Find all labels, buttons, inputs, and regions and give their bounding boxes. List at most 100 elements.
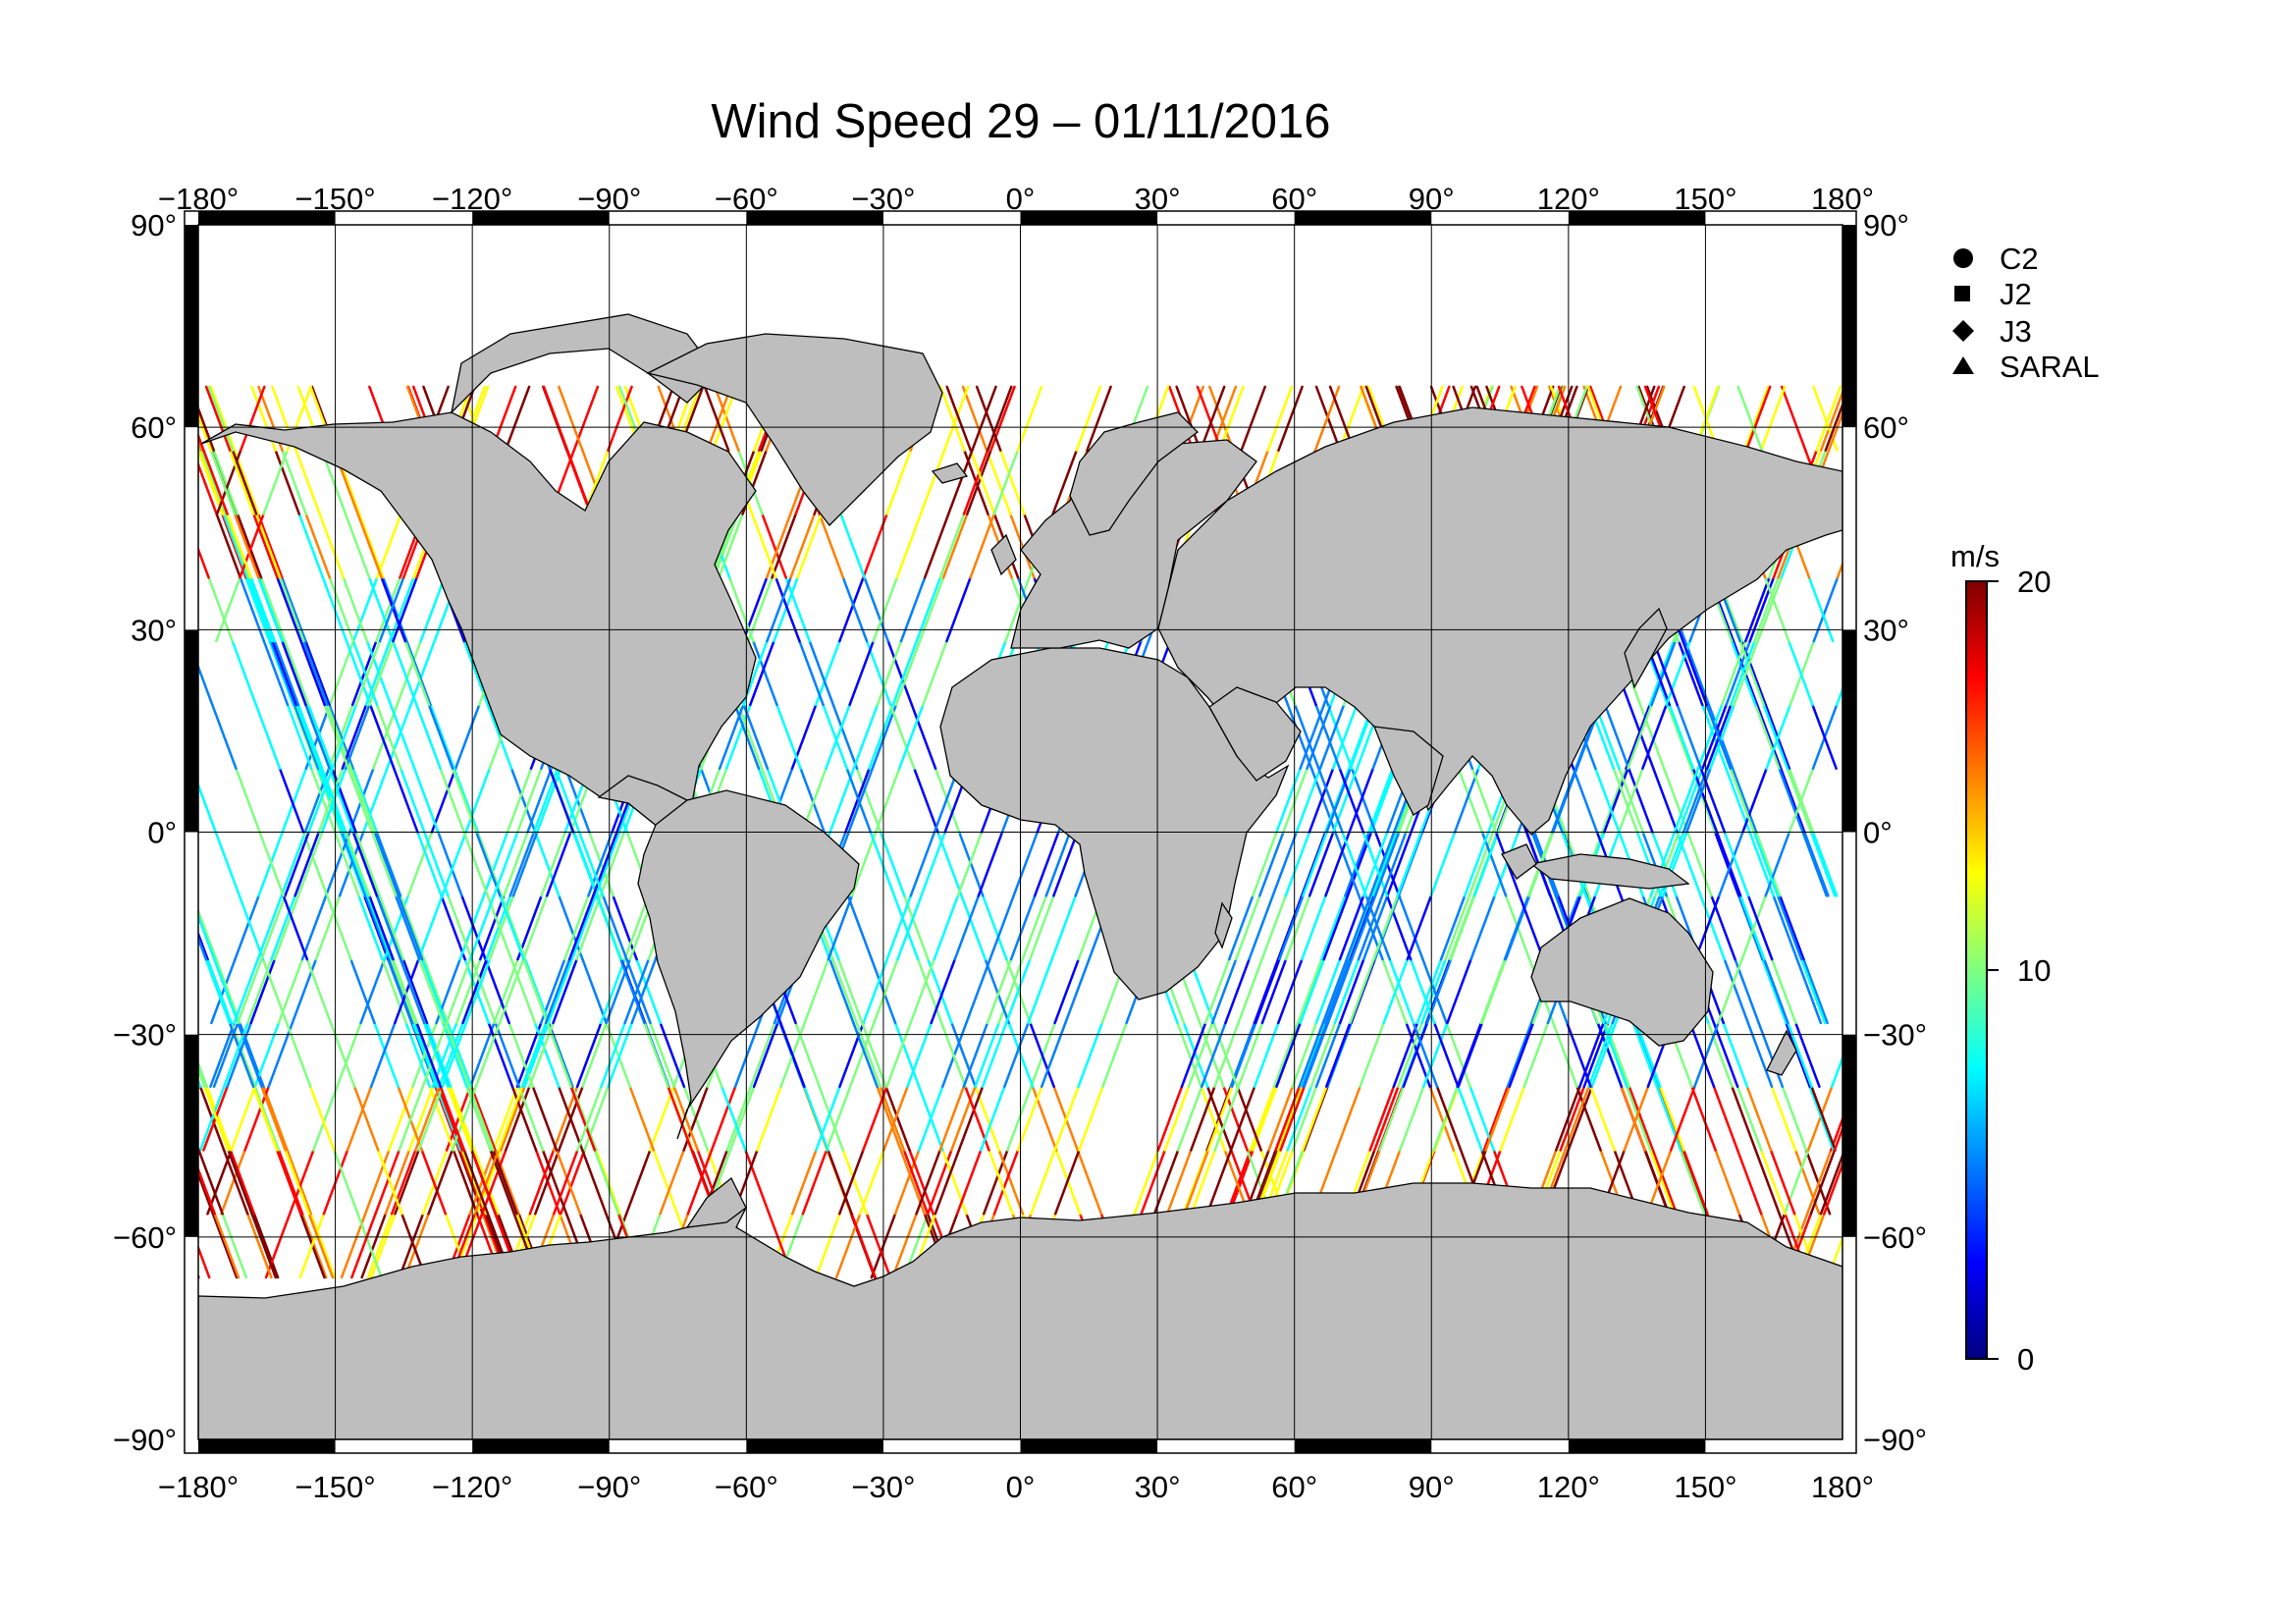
- track-segment: [1345, 894, 1372, 961]
- track-segment: [464, 957, 492, 1025]
- india: [1372, 726, 1444, 816]
- track-segment: [1333, 957, 1361, 1025]
- track-segment: [286, 1149, 313, 1216]
- track-segment: [542, 385, 569, 452]
- track-segment: [239, 576, 266, 643]
- track-segment: [468, 1085, 495, 1152]
- track-segment: [284, 1149, 311, 1216]
- track-segment: [825, 1085, 852, 1152]
- track-segment: [1210, 957, 1238, 1025]
- track-segment: [798, 639, 825, 707]
- track-segment: [1763, 576, 1790, 643]
- track-segment: [1050, 894, 1077, 961]
- track-segment: [1745, 1085, 1773, 1152]
- track-segment: [228, 449, 255, 515]
- track-segment: [577, 831, 605, 897]
- track-segment: [1756, 576, 1784, 643]
- track-segment: [957, 1085, 985, 1152]
- track-segment: [388, 1085, 414, 1152]
- track-segment: [850, 831, 878, 897]
- track-segment: [1075, 385, 1102, 452]
- track-segment: [230, 1021, 257, 1088]
- track-segment: [1249, 1085, 1276, 1152]
- track-segment: [649, 1085, 675, 1152]
- track-segment: [1836, 561, 1842, 579]
- track-segment: [1620, 1085, 1647, 1152]
- triangle-marker-icon: [1952, 356, 1974, 374]
- track-segment: [941, 1149, 968, 1216]
- track-segment: [444, 1021, 471, 1088]
- track-segment: [1733, 639, 1759, 707]
- track-segment: [1190, 1149, 1216, 1216]
- track-segment: [1180, 1021, 1207, 1088]
- frame-segment: [185, 1034, 198, 1237]
- frame-segment: [1020, 211, 1158, 225]
- track-segment: [1254, 957, 1281, 1025]
- track-segment: [215, 957, 241, 1025]
- track-segment: [885, 1021, 912, 1088]
- track-segment: [381, 957, 407, 1025]
- track-segment: [1367, 767, 1394, 834]
- track-segment: [1709, 703, 1735, 770]
- track-segment: [403, 1213, 430, 1279]
- track-segment: [896, 894, 923, 961]
- track-segment: [516, 767, 543, 834]
- track-segment: [923, 513, 950, 579]
- track-segment: [985, 449, 1012, 515]
- track-segment: [392, 639, 418, 707]
- track-segment: [244, 576, 271, 643]
- track-segment: [1676, 831, 1702, 897]
- track-segment: [727, 576, 755, 643]
- track-segment: [1364, 894, 1392, 961]
- track-segment: [388, 957, 415, 1025]
- track-segment: [1720, 639, 1747, 707]
- track-segment: [392, 576, 418, 643]
- track-segment: [552, 1149, 579, 1216]
- track-segment: [766, 576, 792, 643]
- track-segment: [1618, 767, 1644, 834]
- track-segment: [1472, 831, 1500, 897]
- track-segment: [1812, 576, 1840, 643]
- colorbar-gradient: [1965, 580, 1988, 1360]
- track-segment: [1267, 1085, 1294, 1152]
- track-segment: [279, 576, 305, 643]
- track-segment: [1051, 449, 1078, 515]
- track-segment: [227, 1149, 253, 1216]
- track-segment: [545, 831, 572, 897]
- track-segment: [399, 894, 426, 961]
- track-segment: [492, 1149, 518, 1216]
- track-segment: [997, 1149, 1025, 1216]
- track-segment: [575, 1021, 603, 1088]
- track-segment: [548, 767, 575, 834]
- track-segment: [1770, 957, 1797, 1025]
- track-segment: [575, 894, 603, 961]
- track-segment: [969, 449, 996, 515]
- track-segment: [895, 513, 923, 579]
- japan: [1624, 607, 1668, 689]
- track-segment: [528, 1021, 555, 1088]
- track-segment: [1369, 767, 1397, 834]
- track-segment: [891, 639, 919, 707]
- track-segment: [470, 1149, 497, 1216]
- frame-segment: [198, 211, 336, 225]
- track-segment: [827, 1149, 853, 1216]
- track-segment: [1152, 1149, 1180, 1216]
- track-segment: [1009, 513, 1036, 579]
- track-segment: [439, 767, 465, 834]
- track-segment: [733, 1021, 761, 1088]
- track-segment: [822, 703, 849, 770]
- track-segment: [1012, 831, 1040, 897]
- track-segment: [1803, 831, 1830, 897]
- track-segment: [1590, 1021, 1618, 1088]
- uk-ireland: [990, 533, 1017, 576]
- track-segment: [927, 957, 953, 1025]
- track-segment: [919, 449, 946, 515]
- track-segment: [484, 957, 510, 1025]
- track-segment: [1301, 894, 1327, 961]
- track-segment: [256, 894, 284, 961]
- europe: [1010, 436, 1257, 649]
- track-segment: [1325, 767, 1352, 834]
- indonesia: [1501, 843, 1537, 880]
- track-segment: [960, 894, 987, 961]
- track-segment: [581, 1021, 608, 1088]
